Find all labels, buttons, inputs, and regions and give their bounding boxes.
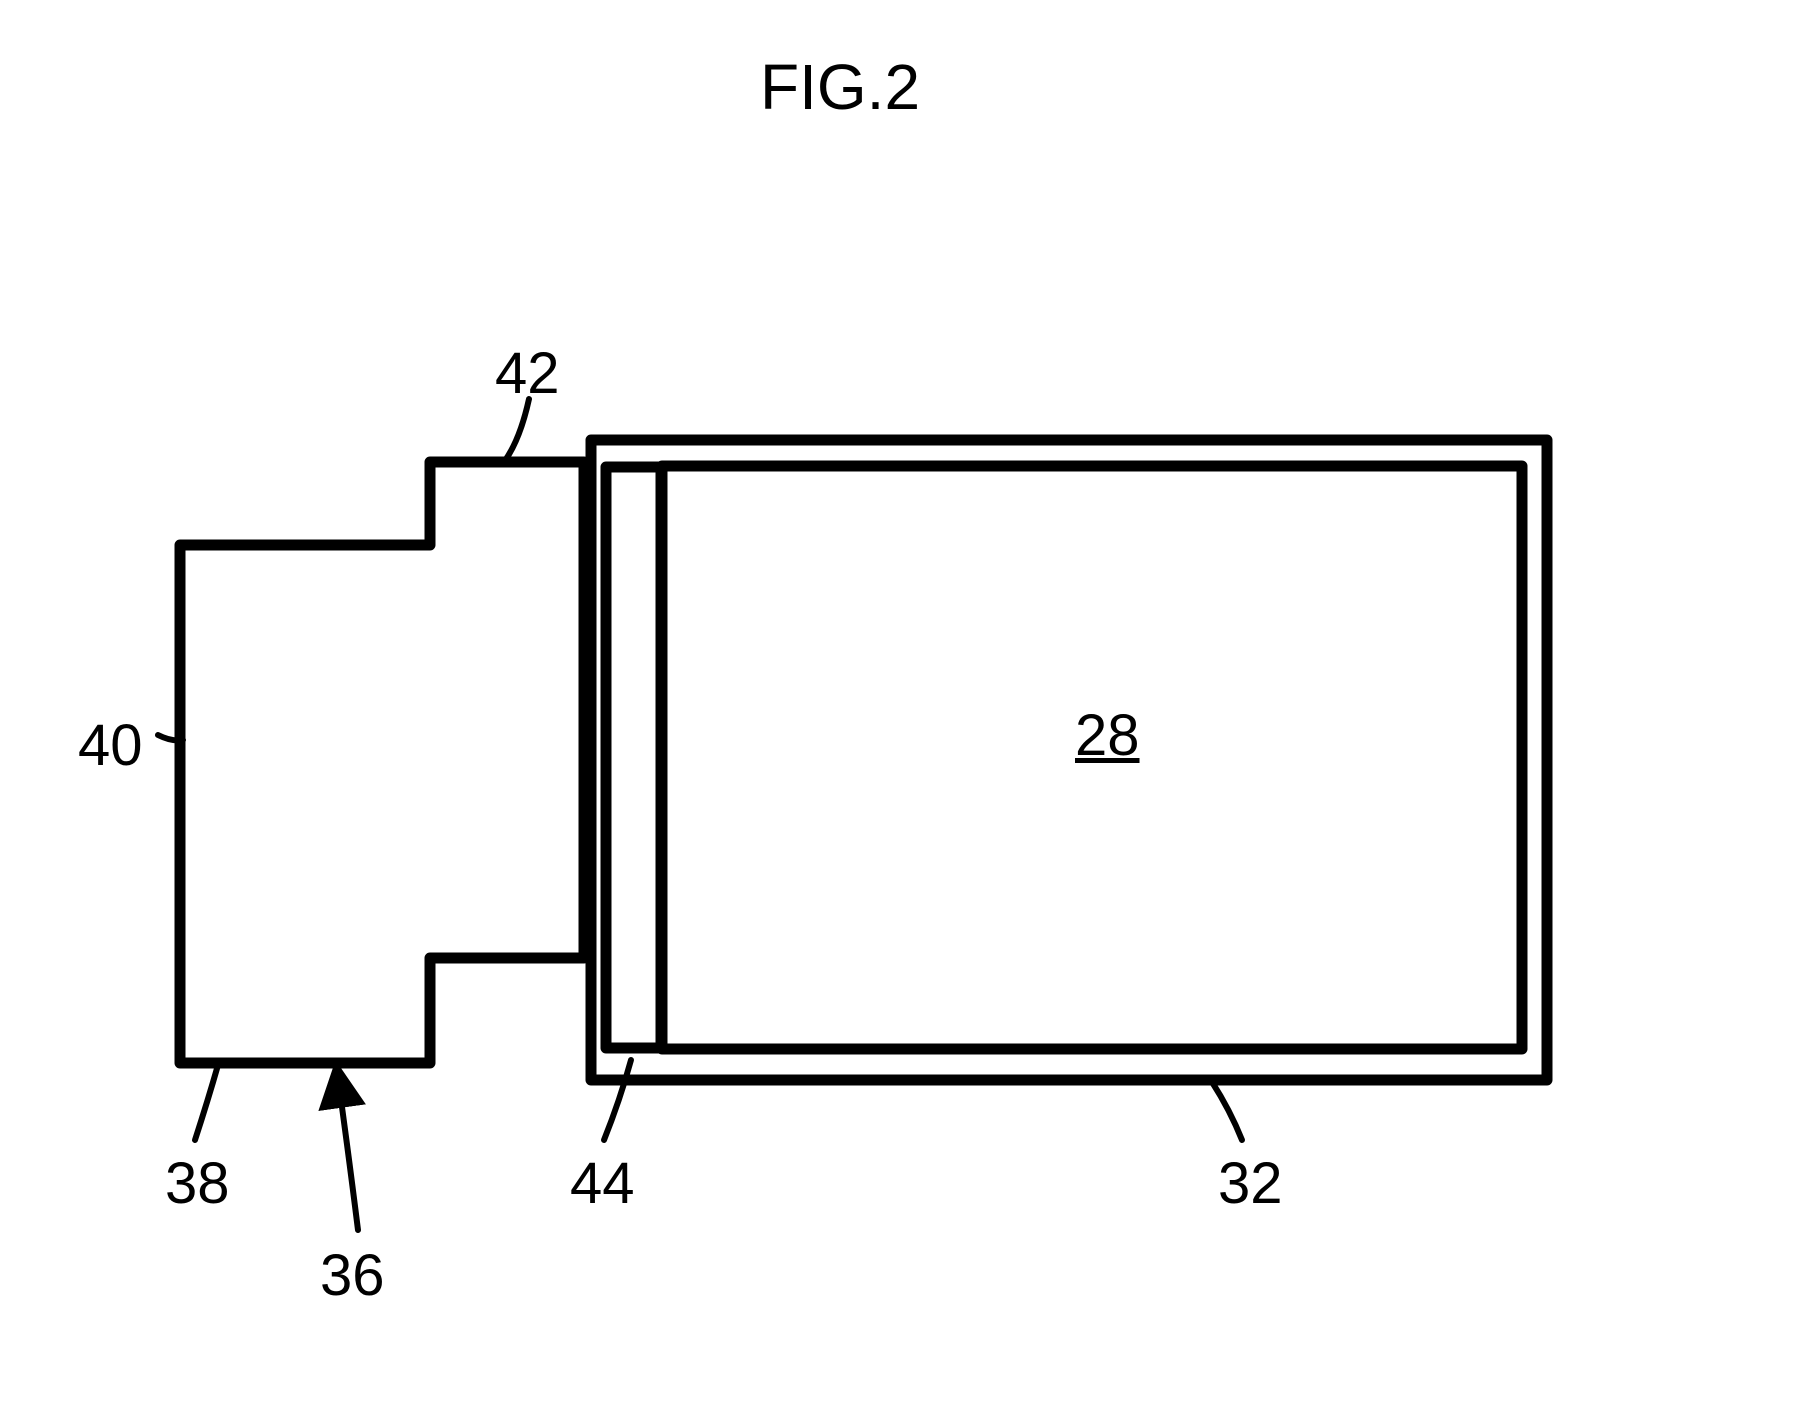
diagram: [0, 0, 1798, 1405]
lead-44: [604, 1060, 631, 1140]
ref-38: 38: [165, 1150, 230, 1217]
lead-32: [1212, 1082, 1242, 1140]
ref-28: 28: [1075, 702, 1140, 769]
shapes-group: [180, 440, 1547, 1080]
leaders-group: [158, 399, 1242, 1230]
ref-36: 36: [320, 1242, 385, 1309]
ref-40: 40: [78, 712, 143, 779]
lead-36: [338, 1078, 358, 1230]
ref-44: 44: [570, 1150, 635, 1217]
lead-42: [504, 399, 529, 462]
ref-32: 32: [1218, 1150, 1283, 1217]
lead-38: [195, 1065, 218, 1140]
ref-42: 42: [495, 340, 560, 407]
